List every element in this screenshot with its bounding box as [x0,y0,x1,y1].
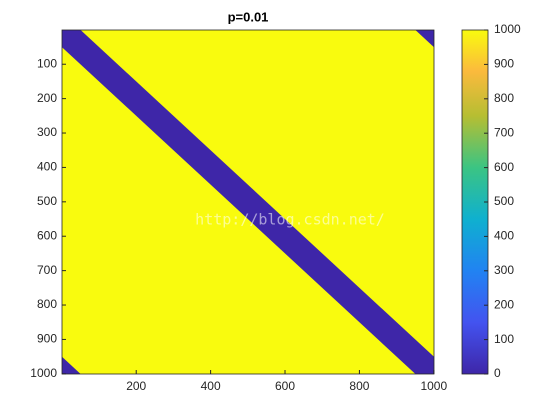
y-tick-label: 1000 [30,366,57,380]
colorbar-tick-label: 900 [494,57,514,71]
colorbar-tick-label: 400 [494,229,514,243]
x-tick-label: 400 [201,379,221,393]
x-tick-label: 600 [275,379,295,393]
y-tick-label: 200 [37,91,57,105]
y-tick-label: 600 [37,228,57,242]
y-tick-label: 100 [37,56,57,70]
colorbar-tick-label: 100 [494,332,514,346]
colorbar-tick-label: 600 [494,160,514,174]
colorbar-tick-label: 800 [494,91,514,105]
colorbar-tick-label: 700 [494,125,514,139]
y-tick-label: 900 [37,332,57,346]
colorbar [461,29,489,375]
band-corner [415,30,434,48]
band-corner [62,356,81,374]
colorbar-tick-label: 300 [494,263,514,277]
x-tick-label: 200 [126,379,146,393]
y-tick-label: 500 [37,194,57,208]
y-tick-label: 300 [37,125,57,139]
colorbar-tick-label: 0 [494,366,501,380]
x-tick-label: 1000 [420,379,447,393]
x-tick-label: 800 [349,379,369,393]
plot-area [62,30,434,374]
colorbar-tick-label: 200 [494,297,514,311]
colorbar-tick-label: 1000 [494,22,521,36]
colorbar-tick-label: 500 [494,194,514,208]
y-tick-label: 700 [37,263,57,277]
y-tick-label: 800 [37,297,57,311]
chart-title: p=0.01 [228,9,269,24]
watermark: http://blog.csdn.net/ [195,211,385,229]
band [62,30,434,374]
y-tick-label: 400 [37,160,57,174]
